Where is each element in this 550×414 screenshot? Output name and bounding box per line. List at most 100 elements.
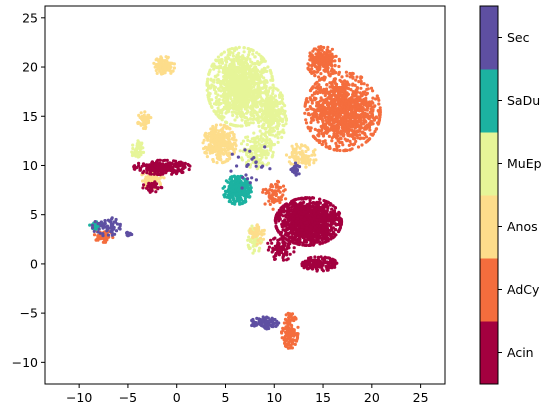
data-point [258,246,262,250]
data-point [248,152,253,156]
data-point [252,62,257,66]
cluster-adcy [280,311,300,350]
data-point [225,66,229,70]
data-point [353,119,357,123]
data-point [330,139,334,143]
data-point [260,140,264,144]
data-point [342,111,346,115]
data-point [217,151,221,155]
data-point [289,331,294,335]
data-point [214,126,218,130]
data-point [240,124,244,128]
data-point [251,52,255,56]
data-point [351,75,355,79]
data-point [252,78,256,82]
data-point [313,98,317,102]
data-point [266,65,270,69]
data-point [255,74,259,78]
data-point [359,76,363,80]
data-point [304,149,308,154]
data-point [360,143,364,147]
data-point [339,136,343,140]
data-point [248,163,253,167]
data-point [259,119,263,123]
data-point [263,102,267,106]
data-point [217,61,221,65]
data-point [240,118,244,122]
data-point [232,141,236,145]
data-point [364,124,368,128]
data-point [214,100,218,105]
data-point [243,76,247,80]
cluster-anos [284,142,318,169]
data-point [343,118,347,122]
data-point [241,93,245,97]
data-point [330,83,334,87]
data-point [210,64,214,68]
data-point [271,89,275,93]
data-point [371,96,375,100]
data-point [256,238,260,242]
data-point [278,185,283,190]
data-point [268,68,272,72]
data-point [223,195,227,199]
data-point [223,96,227,100]
data-point [252,131,256,135]
data-point [246,195,250,199]
data-point [332,148,336,152]
data-point [326,45,330,49]
data-point [330,126,334,130]
data-point [328,85,332,89]
data-point [262,126,267,130]
data-point [256,140,260,144]
data-point [229,97,233,101]
data-point [233,179,237,183]
data-point [223,89,227,93]
data-point [263,90,267,94]
data-point [295,337,299,341]
data-point [246,109,250,113]
data-point [282,131,286,135]
data-point [95,225,99,229]
data-point [228,47,232,51]
data-point [274,112,278,116]
data-point [364,135,369,139]
data-point [335,148,339,152]
data-point [277,198,281,202]
data-point [321,98,325,102]
data-point [250,82,254,86]
data-point [248,139,253,144]
data-point [131,143,135,147]
data-point [246,82,250,86]
data-point [137,121,142,125]
data-point [222,185,227,189]
data-point [371,89,375,93]
data-point [303,111,307,115]
data-point [237,105,241,110]
data-point [217,70,221,74]
data-point [231,47,236,51]
data-point [351,72,355,76]
data-point [349,107,353,111]
data-point [244,123,248,127]
data-point [244,199,248,204]
data-point [228,200,233,204]
data-point [279,130,283,134]
data-point [257,62,261,67]
data-point [317,132,321,136]
data-point [347,102,351,106]
data-point [353,136,357,141]
data-point [328,53,332,57]
data-point [235,192,239,196]
data-point [317,75,321,79]
data-point [222,69,226,74]
data-point [265,163,269,167]
data-point [273,94,277,98]
data-point [276,180,281,184]
data-point [138,115,142,119]
data-point [345,74,349,78]
data-point [272,86,276,90]
data-point [278,95,282,99]
data-point [310,64,314,68]
data-point [329,118,333,122]
